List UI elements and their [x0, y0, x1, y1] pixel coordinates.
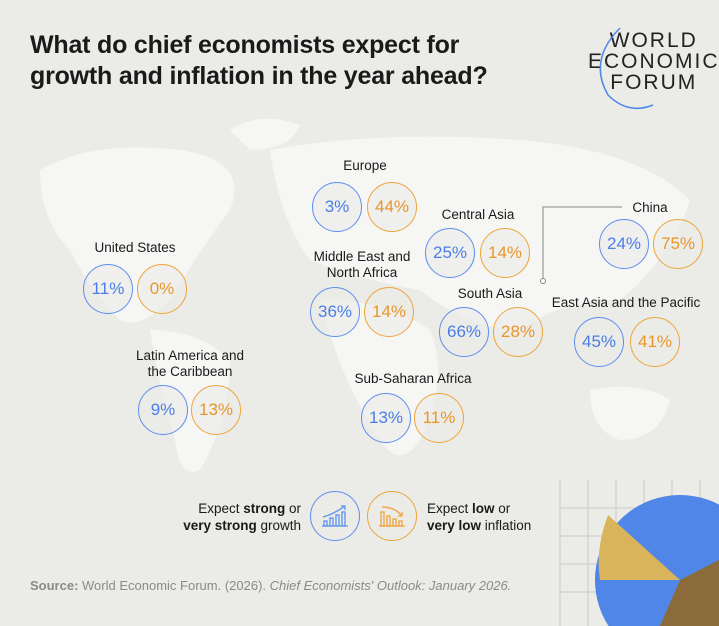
latin-america-growth: 9%: [138, 385, 188, 435]
east-asia-growth: 45%: [574, 317, 624, 367]
region-label-latin-america: Latin America and the Caribbean: [135, 348, 245, 379]
region-label-sub-saharan-africa: Sub-Saharan Africa: [354, 371, 472, 386]
china-leader-dot: [540, 278, 546, 284]
region-label-central-asia: Central Asia: [441, 207, 515, 222]
logo-line-3: FORUM: [610, 71, 698, 94]
latin-america-inflation: 13%: [191, 385, 241, 435]
region-label-east-asia-pacific: East Asia and the Pacific: [551, 295, 701, 310]
page-title: What do chief economists expect for grow…: [30, 30, 488, 92]
china-growth: 24%: [599, 219, 649, 269]
central-asia-inflation: 14%: [480, 228, 530, 278]
logo-line-1: WORLD: [609, 29, 698, 52]
logo-arc-icon: [599, 27, 654, 110]
east-asia-inflation: 41%: [630, 317, 680, 367]
central-asia-growth: 25%: [425, 228, 475, 278]
region-label-united-states: United States: [94, 240, 176, 255]
mena-growth: 36%: [310, 287, 360, 337]
title-line-1: What do chief economists expect for: [30, 31, 460, 59]
mena-inflation: 14%: [364, 287, 414, 337]
source-note: Source: World Economic Forum. (2026). Ch…: [30, 578, 512, 593]
decorative-collage: [559, 480, 719, 626]
legend-inflation-text: Expect low or very low inflation: [427, 501, 532, 533]
legend-growth-text: Expect strong or very strong growth: [183, 501, 301, 533]
us-inflation: 0%: [137, 264, 187, 314]
logo-line-2: ECONOMIC: [588, 50, 719, 73]
europe-inflation: 44%: [367, 182, 417, 232]
south-asia-growth: 66%: [439, 307, 489, 357]
region-label-south-asia: South Asia: [457, 286, 523, 301]
europe-growth: 3%: [312, 182, 362, 232]
china-inflation: 75%: [653, 219, 703, 269]
ssa-inflation: 11%: [414, 393, 464, 443]
china-leader-line: [542, 206, 622, 280]
region-label-mena: Middle East and North Africa: [313, 249, 411, 280]
region-label-china: China: [632, 200, 668, 215]
wef-logo: WORLD ECONOMIC FORUM: [588, 27, 719, 110]
region-label-europe: Europe: [343, 158, 387, 173]
falling-bar-chart-icon: [367, 491, 417, 541]
rising-bar-chart-icon: [310, 491, 360, 541]
ssa-growth: 13%: [361, 393, 411, 443]
south-asia-inflation: 28%: [493, 307, 543, 357]
title-line-2: growth and inflation in the year ahead?: [30, 62, 488, 90]
us-growth: 11%: [83, 264, 133, 314]
